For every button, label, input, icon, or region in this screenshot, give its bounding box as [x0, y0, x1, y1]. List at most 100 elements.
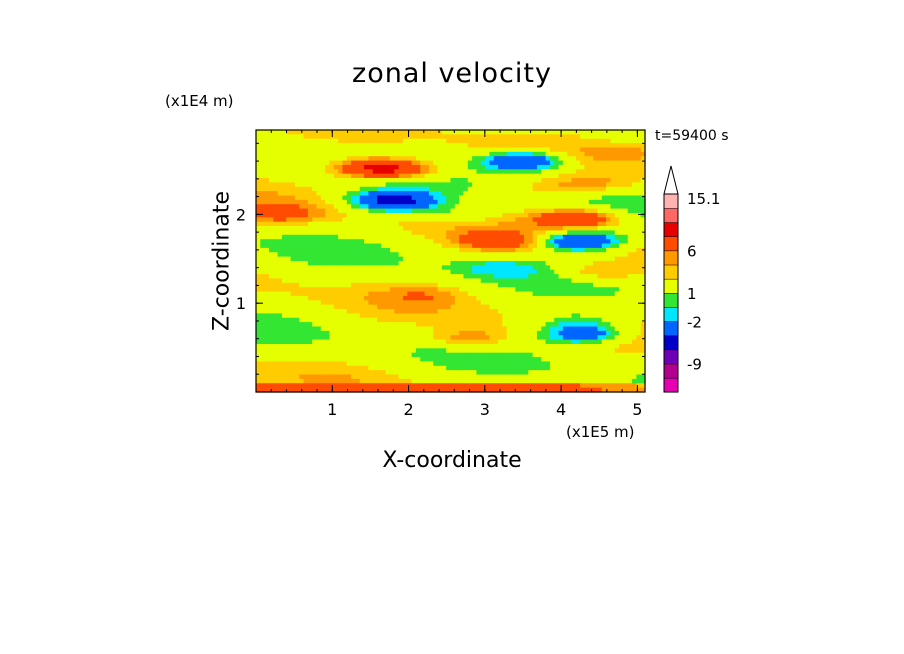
heatmap-cell — [415, 138, 421, 144]
heatmap-cell — [428, 164, 434, 170]
heatmap-cell — [307, 256, 313, 262]
heatmap-cell — [398, 208, 404, 214]
heatmap-cell — [420, 269, 426, 275]
heatmap-cell — [536, 330, 542, 336]
heatmap-cell — [571, 195, 577, 201]
heatmap-cell — [294, 330, 300, 336]
heatmap-cell — [338, 269, 344, 275]
heatmap-cell — [316, 322, 322, 328]
heatmap-cell — [446, 326, 452, 332]
heatmap-cell — [545, 143, 551, 149]
heatmap-cell — [610, 304, 616, 310]
heatmap-cell — [342, 370, 348, 376]
heatmap-cell — [364, 221, 369, 227]
heatmap-cell — [420, 226, 426, 232]
heatmap-cell — [593, 252, 599, 258]
heatmap-cell — [606, 274, 612, 280]
heatmap-cell — [588, 138, 594, 144]
heatmap-cell — [584, 130, 590, 135]
heatmap-cell — [415, 182, 421, 188]
heatmap-cell — [489, 138, 495, 144]
heatmap-cell — [459, 169, 465, 175]
heatmap-cell — [437, 195, 443, 201]
heatmap-cell — [506, 265, 512, 271]
heatmap-cell — [554, 199, 560, 205]
heatmap-cell — [489, 204, 495, 210]
heatmap-cell — [467, 226, 473, 232]
heatmap-cell — [338, 182, 344, 188]
heatmap-cell — [554, 151, 560, 157]
heatmap-cell — [454, 295, 460, 301]
heatmap-cell — [588, 195, 594, 201]
heatmap-cell — [627, 226, 633, 232]
heatmap-cell — [346, 261, 352, 266]
heatmap-cell — [329, 143, 335, 149]
heatmap-cell — [411, 309, 417, 314]
heatmap-cell — [454, 138, 460, 144]
heatmap-cell — [407, 330, 413, 336]
heatmap-cell — [606, 178, 612, 183]
heatmap-cell — [489, 212, 495, 218]
heatmap-cell — [558, 348, 564, 354]
heatmap-cell — [588, 169, 594, 175]
heatmap-cell — [640, 191, 646, 197]
heatmap-cell — [290, 191, 296, 197]
heatmap-cell — [411, 151, 417, 157]
heatmap-cell — [467, 304, 473, 310]
heatmap-cell — [389, 370, 395, 376]
heatmap-cell — [268, 291, 274, 297]
heatmap-cell — [472, 147, 478, 153]
heatmap-cell — [614, 295, 620, 301]
heatmap-cell — [385, 156, 391, 162]
heatmap-cell — [303, 138, 309, 144]
heatmap-cell — [493, 261, 499, 266]
heatmap-cell — [571, 204, 577, 210]
heatmap-cell — [489, 243, 495, 249]
heatmap-cell — [316, 178, 322, 183]
heatmap-cell — [597, 186, 603, 192]
heatmap-cell — [420, 217, 426, 223]
heatmap-cell — [320, 204, 326, 210]
heatmap-cell — [636, 151, 642, 157]
heatmap-cell — [472, 239, 478, 245]
heatmap-cell — [523, 343, 529, 349]
heatmap-cell — [364, 361, 369, 367]
heatmap-cell — [549, 309, 555, 314]
heatmap-cell — [355, 208, 361, 214]
heatmap-cell — [368, 291, 374, 297]
heatmap-cell — [575, 239, 581, 245]
heatmap-cell — [627, 339, 633, 345]
heatmap-cell — [627, 365, 633, 371]
heatmap-cell — [424, 330, 430, 336]
heatmap-cell — [281, 199, 287, 205]
heatmap-cell — [407, 204, 413, 210]
heatmap-cell — [277, 169, 283, 175]
heatmap-cell — [532, 221, 538, 227]
heatmap-cell — [256, 243, 261, 249]
heatmap-cell — [364, 343, 369, 349]
heatmap-cell — [601, 226, 607, 232]
heatmap-cell — [528, 156, 534, 162]
heatmap-cell — [377, 160, 382, 166]
heatmap-cell — [528, 243, 534, 249]
heatmap-cell — [610, 186, 616, 192]
heatmap-cell — [351, 322, 357, 328]
heatmap-cell — [256, 204, 261, 210]
heatmap-cell — [459, 226, 465, 232]
heatmap-cell — [515, 252, 521, 258]
heatmap-cell — [523, 287, 529, 293]
heatmap-cell — [580, 156, 586, 162]
heatmap-cell — [519, 361, 525, 367]
heatmap-cell — [571, 221, 577, 227]
heatmap-cell — [523, 208, 529, 214]
heatmap-cell — [450, 295, 456, 301]
heatmap-cell — [571, 326, 577, 332]
heatmap-cell — [264, 339, 270, 345]
heatmap-cell — [338, 169, 344, 175]
heatmap-cell — [286, 156, 292, 162]
heatmap-cell — [593, 134, 599, 140]
heatmap-cell — [312, 234, 318, 240]
heatmap-cell — [636, 274, 642, 280]
heatmap-cell — [528, 226, 534, 232]
heatmap-cell — [264, 195, 270, 201]
